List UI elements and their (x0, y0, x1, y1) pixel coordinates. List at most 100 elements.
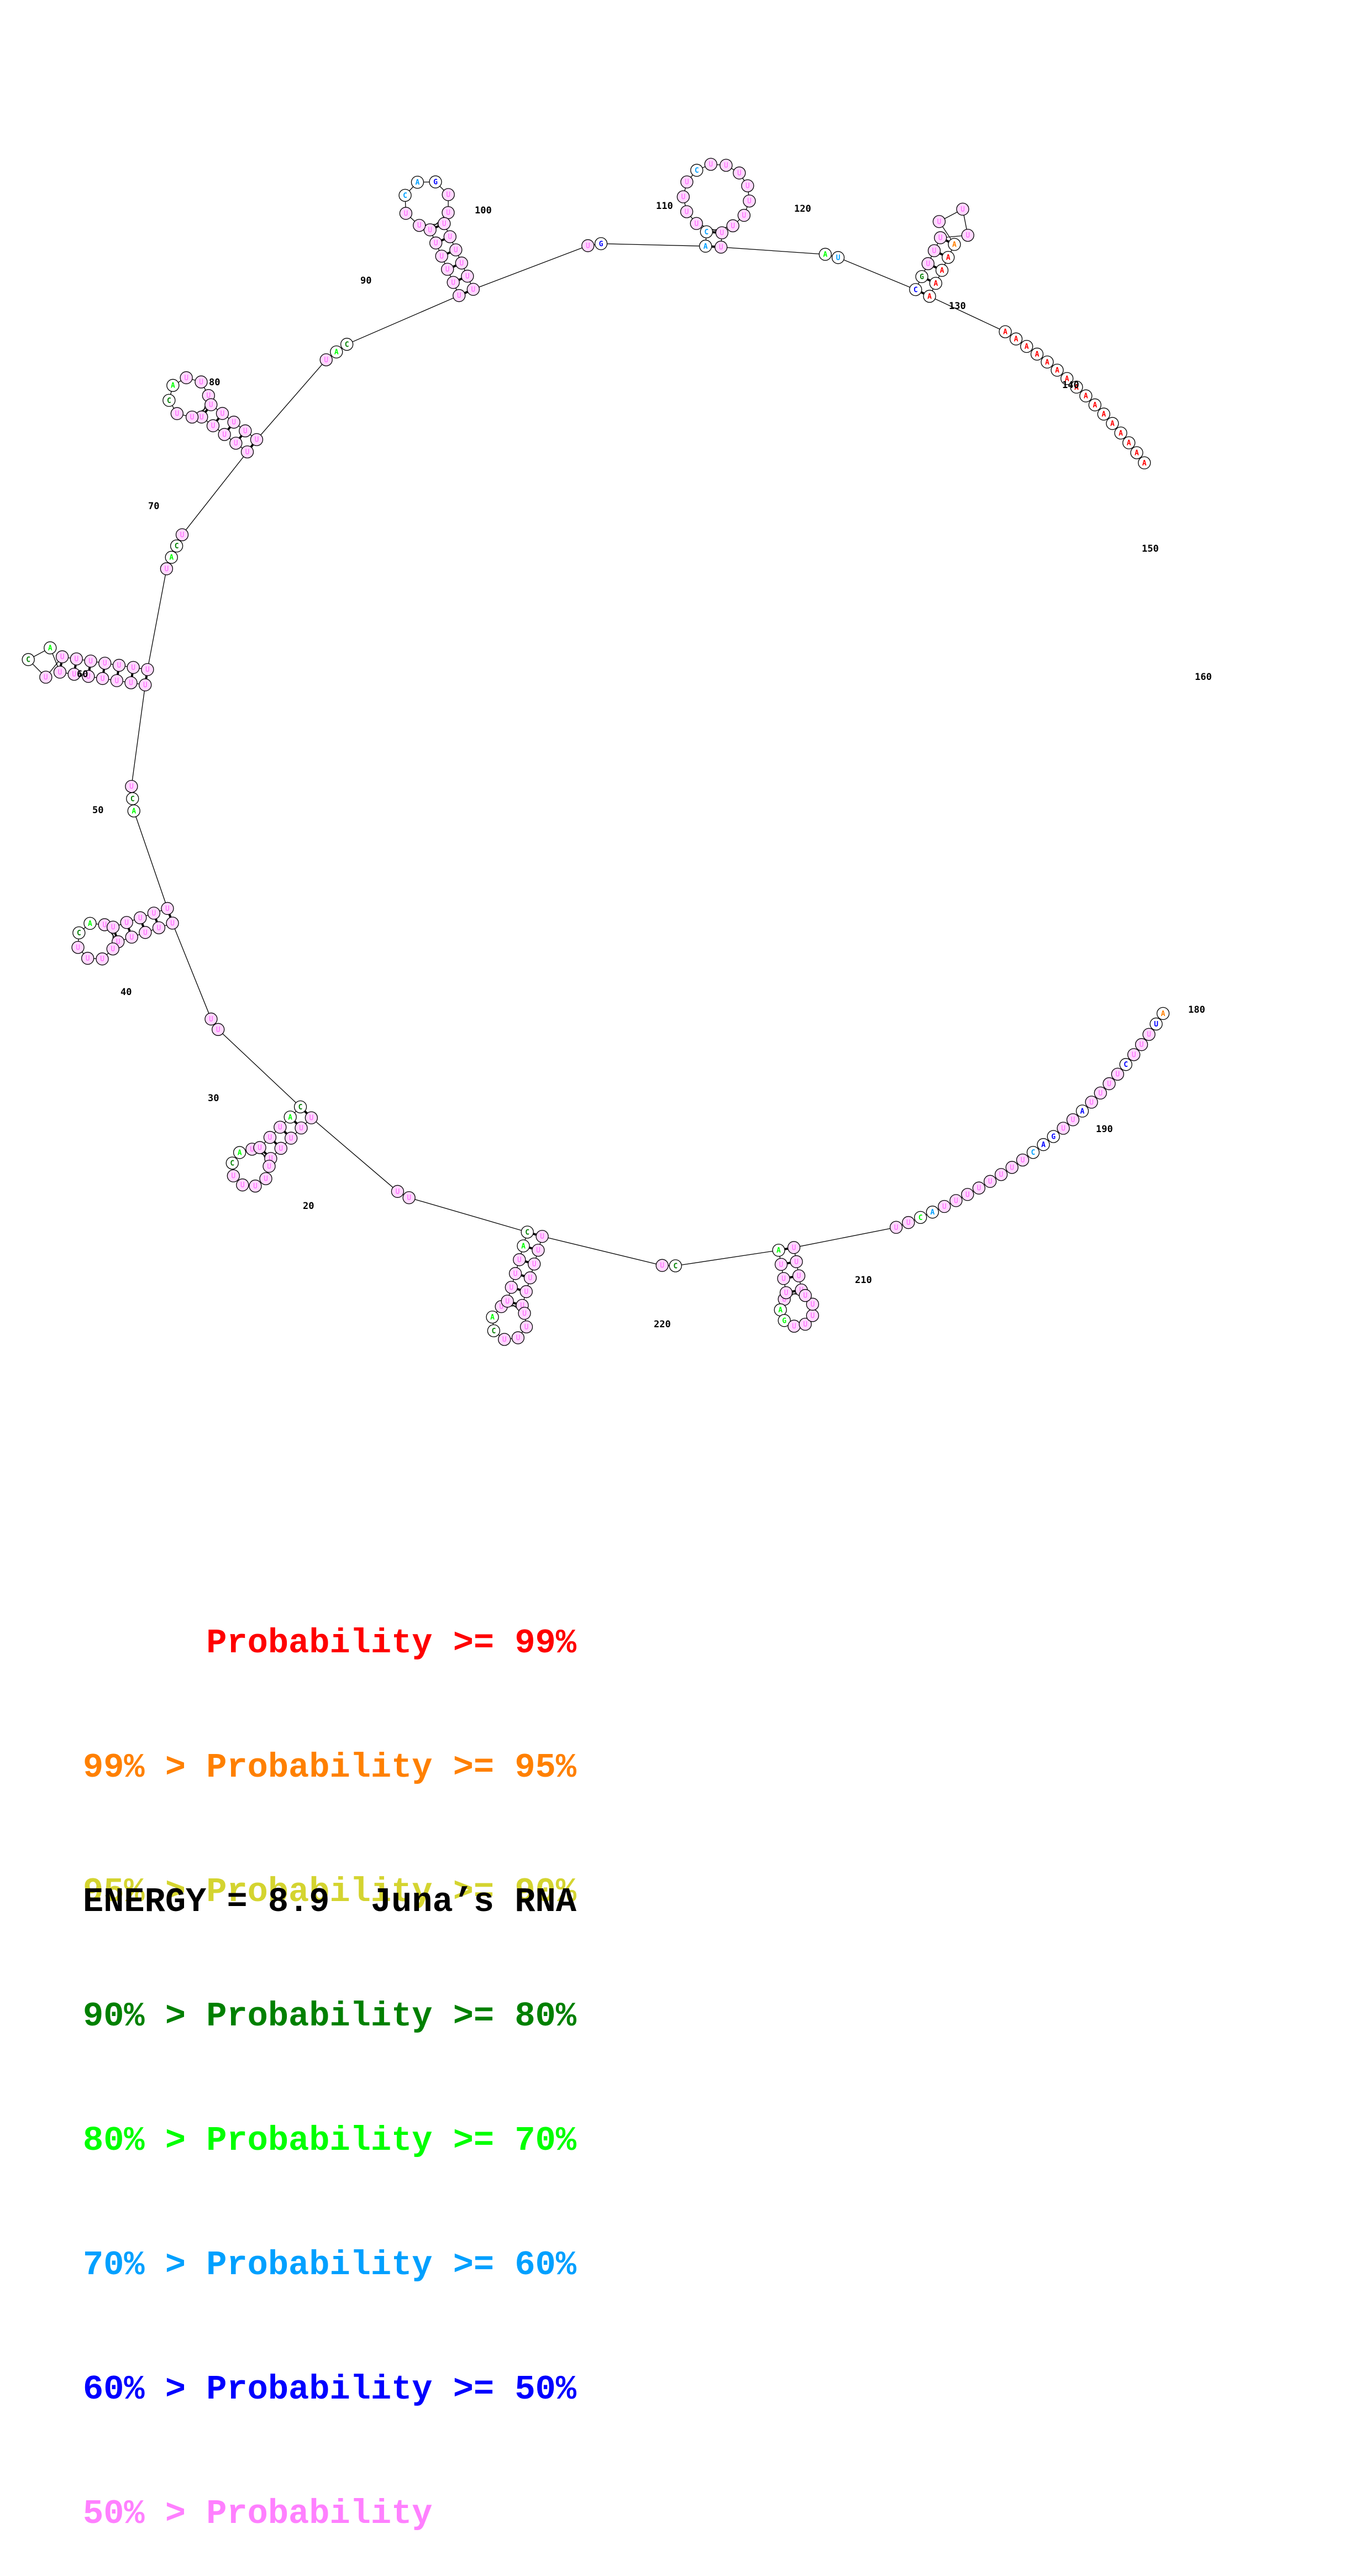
nucleotide-letter: U (264, 1175, 268, 1184)
nucleotide: A (929, 276, 942, 290)
position-label-90: 90 (360, 275, 371, 286)
nucleotide-letter: C (230, 1159, 234, 1167)
nucleotide: U (120, 916, 133, 929)
nucleotide-circle (726, 219, 739, 233)
nucleotide: U (779, 1286, 793, 1300)
nucleotide: U (218, 428, 231, 441)
nucleotide-circle (680, 175, 694, 189)
nucleotide: U (799, 1317, 812, 1331)
nucleotide: A (1122, 436, 1136, 449)
nucleotide-letter: U (184, 374, 188, 383)
nucleotide-letter: C (1031, 1149, 1036, 1157)
nucleotide-circle (699, 239, 712, 253)
nucleotide-circle (1149, 1017, 1163, 1031)
nucleotide-letter: U (938, 234, 943, 243)
nucleotide: U (141, 663, 154, 676)
nucleotide-letter: U (124, 919, 129, 927)
nucleotide-letter: U (836, 254, 841, 262)
nucleotide-letter: A (1025, 343, 1029, 351)
nucleotide-letter: A (1080, 1107, 1085, 1116)
nucleotide: U (423, 223, 437, 237)
nucleotide: U (263, 1160, 276, 1173)
nucleotide-circle (227, 416, 240, 429)
nucleotide-letter: A (171, 382, 175, 390)
nucleotide-letter: U (781, 1275, 786, 1283)
nucleotide-circle (799, 1289, 812, 1302)
nucleotide: U (166, 917, 179, 930)
nucleotide-letter: U (268, 1134, 272, 1142)
nucleotide-circle (399, 207, 413, 220)
nucleotide-circle (274, 1142, 287, 1155)
nucleotide-circle (942, 250, 955, 264)
nucleotide-circle (259, 1172, 272, 1185)
nucleotide-letter: U (269, 1155, 273, 1163)
nucleotide-letter: U (528, 1274, 533, 1282)
nucleotide-circle (340, 338, 354, 351)
nucleotide-letter: U (86, 955, 90, 963)
nucleotide-circle (772, 1244, 785, 1257)
nucleotide: U (204, 1012, 218, 1026)
nucleotide-circle (486, 1310, 499, 1324)
nucleotide-letter: U (720, 229, 724, 238)
nucleotide-letter: A (1045, 358, 1049, 366)
nucleotide-circle (442, 188, 455, 201)
nucleotide-letter: U (894, 1224, 899, 1232)
nucleotide: A (486, 1310, 499, 1324)
nucleotide: U (96, 672, 109, 685)
nucleotide: A (166, 379, 180, 392)
nucleotide: U (96, 952, 109, 966)
nucleotide-circle (161, 902, 174, 915)
nucleotide-circle (1103, 1077, 1116, 1091)
nucleotide: A (948, 238, 961, 251)
nucleotide-circle (1037, 1138, 1050, 1151)
nucleotide: U (124, 676, 138, 689)
nucleotide: A (1097, 407, 1110, 421)
nucleotide-circle (1026, 1146, 1040, 1159)
nucleotide-circle (160, 562, 174, 575)
nucleotide-circle (1114, 426, 1127, 440)
nucleotide-letter: C (77, 929, 81, 938)
nucleotide-circle (461, 269, 474, 283)
nucleotide-letter: U (267, 1163, 271, 1171)
nucleotide: G (594, 237, 608, 250)
nucleotide-circle (889, 1221, 903, 1234)
nucleotide-circle (733, 166, 746, 180)
nucleotide-letter: U (245, 448, 250, 457)
nucleotide: U (1057, 1122, 1070, 1135)
nucleotide: U (160, 562, 174, 575)
nucleotide-letter: U (157, 924, 161, 933)
nucleotide: U (161, 902, 174, 915)
nucleotide-letter: U (445, 266, 450, 274)
nucleotide-letter: U (747, 197, 752, 206)
nucleotide-circle (949, 1194, 963, 1207)
nucleotide-circle (523, 1271, 537, 1285)
nucleotide: C (126, 792, 139, 805)
nucleotide-letter: A (169, 554, 174, 562)
nucleotide-circle (948, 238, 961, 251)
nucleotide: A (774, 1303, 787, 1317)
nucleotide-circle (518, 1307, 531, 1320)
nucleotide-letter: U (116, 938, 120, 946)
nucleotide-letter: A (1110, 420, 1115, 428)
nucleotide-letter: C (491, 1327, 496, 1336)
nucleotide-circle (402, 1191, 416, 1205)
nucleotide-circle (505, 1281, 518, 1294)
nucleotide: U (125, 779, 138, 793)
nucleotide: U (715, 226, 728, 239)
nucleotide: U (84, 655, 97, 668)
nucleotide: U (134, 911, 147, 924)
nucleotide-circle (1016, 1153, 1030, 1167)
nucleotide-letter: A (952, 241, 957, 249)
nucleotide-letter: U (417, 222, 422, 230)
position-label-30: 30 (208, 1093, 219, 1104)
nucleotide-circle (55, 650, 69, 663)
nucleotide-letter: U (407, 1194, 411, 1202)
nucleotide-circle (517, 1239, 530, 1253)
nucleotide: C (487, 1324, 501, 1337)
nucleotide-circle (799, 1317, 812, 1331)
nucleotide-circle (508, 1267, 522, 1280)
nucleotide-letter: C (345, 341, 349, 349)
nucleotide: U (505, 1281, 518, 1294)
nucleotide-letter: U (942, 1203, 947, 1211)
nucleotide-circle (935, 264, 949, 277)
